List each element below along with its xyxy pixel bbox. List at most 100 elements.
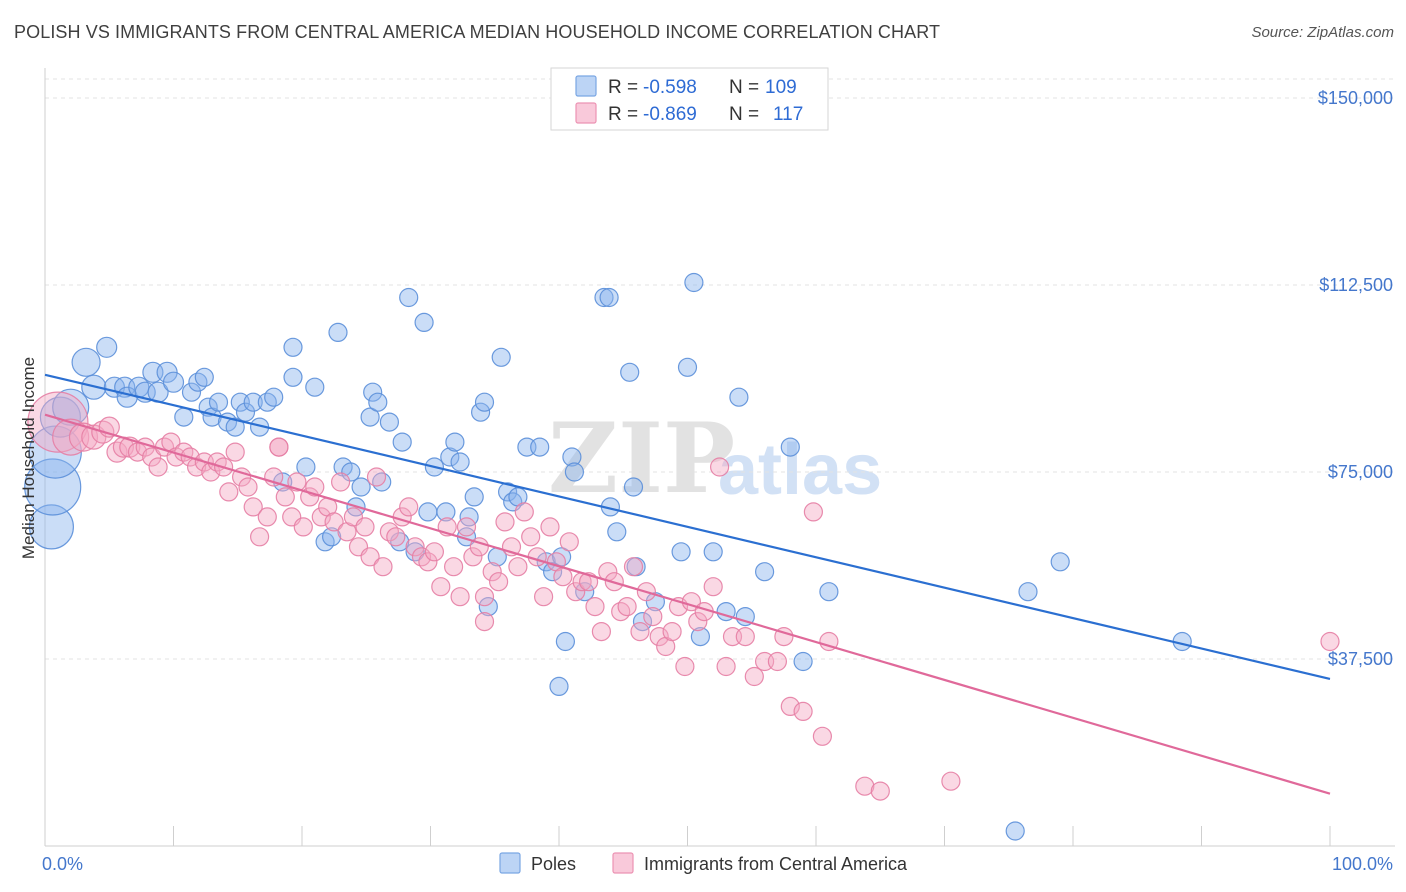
point-poles-57 bbox=[440, 447, 460, 467]
series-legend-swatch-immigrants bbox=[612, 852, 634, 874]
point-poles-0 bbox=[28, 504, 75, 550]
point-immigrants-65 bbox=[482, 562, 502, 582]
point-poles-34 bbox=[283, 337, 303, 357]
point-immigrants-90 bbox=[643, 606, 663, 627]
legend-r-label-2: R = bbox=[608, 104, 638, 125]
point-poles-54 bbox=[418, 502, 438, 522]
legend-r-label-1: R = bbox=[608, 77, 638, 98]
series-legend: Poles Immigrants from Central America bbox=[499, 852, 908, 874]
point-immigrants-72 bbox=[527, 547, 547, 567]
point-immigrants-67 bbox=[495, 512, 515, 532]
legend-r-value-1: -0.598 bbox=[643, 77, 697, 98]
point-immigrants-74 bbox=[540, 517, 560, 537]
point-immigrants-95 bbox=[675, 656, 695, 677]
point-immigrants-37 bbox=[305, 477, 325, 497]
point-immigrants-61 bbox=[456, 517, 477, 537]
legend-n-value-1: 109 bbox=[765, 77, 797, 98]
point-immigrants-0 bbox=[27, 391, 89, 453]
point-poles-74 bbox=[542, 562, 563, 582]
legend-n-label-2: N = bbox=[729, 104, 759, 125]
point-poles-97 bbox=[735, 606, 755, 627]
y-axis-title: Median Household Income bbox=[19, 357, 38, 559]
legend-r-value-2: -0.869 bbox=[643, 104, 697, 125]
point-poles-81 bbox=[594, 287, 614, 308]
point-immigrants-23 bbox=[219, 482, 239, 502]
point-poles-98 bbox=[754, 562, 775, 582]
point-poles-48 bbox=[379, 412, 399, 432]
point-poles-17 bbox=[174, 407, 194, 427]
point-poles-92 bbox=[684, 272, 704, 293]
point-immigrants-114 bbox=[870, 781, 890, 801]
point-poles-102 bbox=[1018, 582, 1038, 602]
point-immigrants-106 bbox=[767, 651, 788, 672]
point-poles-23 bbox=[208, 392, 229, 412]
point-poles-25 bbox=[225, 417, 245, 437]
point-immigrants-97 bbox=[688, 611, 708, 632]
point-immigrants-103 bbox=[735, 626, 755, 647]
point-immigrants-100 bbox=[709, 457, 730, 477]
data-points bbox=[24, 272, 1340, 841]
point-immigrants-49 bbox=[379, 522, 399, 542]
y-tick-label-0: $150,000 bbox=[1318, 88, 1393, 108]
point-poles-43 bbox=[351, 477, 371, 497]
point-immigrants-53 bbox=[405, 537, 425, 557]
point-immigrants-11 bbox=[142, 447, 162, 467]
point-immigrants-118 bbox=[269, 437, 289, 457]
point-immigrants-73 bbox=[533, 587, 554, 607]
point-immigrants-41 bbox=[331, 472, 351, 492]
point-immigrants-47 bbox=[366, 467, 387, 487]
point-poles-84 bbox=[607, 522, 627, 542]
point-immigrants-26 bbox=[238, 477, 258, 497]
stats-legend-frame bbox=[550, 67, 829, 131]
point-immigrants-35 bbox=[293, 517, 313, 537]
point-poles-35 bbox=[296, 457, 316, 477]
point-poles-103 bbox=[1050, 552, 1070, 572]
trend-lines bbox=[44, 373, 1331, 795]
point-poles-53 bbox=[414, 312, 434, 332]
point-immigrants-85 bbox=[611, 601, 631, 622]
legend-n-value-2: 117 bbox=[773, 104, 803, 125]
y-tick-label-3: $37,500 bbox=[1328, 649, 1393, 669]
point-poles-101 bbox=[819, 582, 839, 602]
trend-line-immigrants bbox=[44, 413, 1331, 795]
point-immigrants-104 bbox=[744, 666, 764, 687]
point-immigrants-40 bbox=[324, 512, 344, 532]
point-immigrants-109 bbox=[793, 701, 813, 722]
point-poles-18 bbox=[181, 382, 202, 402]
point-immigrants-82 bbox=[591, 621, 612, 642]
point-poles-20 bbox=[194, 367, 214, 387]
point-poles-99 bbox=[780, 437, 800, 457]
point-immigrants-117 bbox=[474, 611, 495, 632]
point-poles-7 bbox=[96, 336, 118, 358]
point-immigrants-110 bbox=[803, 502, 824, 522]
point-immigrants-108 bbox=[780, 696, 800, 717]
point-poles-46 bbox=[368, 392, 388, 412]
point-immigrants-32 bbox=[275, 487, 295, 507]
point-immigrants-52 bbox=[399, 497, 419, 517]
point-poles-68 bbox=[498, 482, 518, 502]
x-tick-label-1: 100.0% bbox=[1332, 854, 1393, 874]
point-immigrants-70 bbox=[514, 502, 534, 522]
series-legend-label-immigrants: Immigrants from Central America bbox=[644, 854, 908, 874]
point-immigrants-38 bbox=[311, 507, 331, 527]
point-poles-4 bbox=[52, 388, 90, 426]
point-poles-50 bbox=[392, 432, 412, 452]
legend-n-label-1: N = bbox=[729, 77, 759, 98]
legend-swatch-immigrants bbox=[575, 102, 597, 124]
point-immigrants-56 bbox=[424, 542, 444, 562]
point-poles-94 bbox=[703, 542, 723, 562]
point-immigrants-99 bbox=[703, 577, 723, 597]
point-poles-37 bbox=[315, 532, 335, 552]
point-poles-3 bbox=[39, 396, 82, 438]
point-poles-36 bbox=[305, 377, 325, 397]
watermark-atlas: atlas bbox=[718, 430, 882, 510]
point-immigrants-78 bbox=[566, 582, 586, 602]
point-immigrants-50 bbox=[386, 527, 406, 547]
point-poles-45 bbox=[363, 382, 383, 402]
point-immigrants-29 bbox=[257, 507, 277, 527]
point-poles-58 bbox=[445, 432, 465, 452]
point-poles-67 bbox=[491, 347, 511, 367]
point-immigrants-12 bbox=[148, 457, 168, 477]
point-poles-52 bbox=[405, 542, 425, 562]
point-poles-39 bbox=[328, 322, 348, 342]
